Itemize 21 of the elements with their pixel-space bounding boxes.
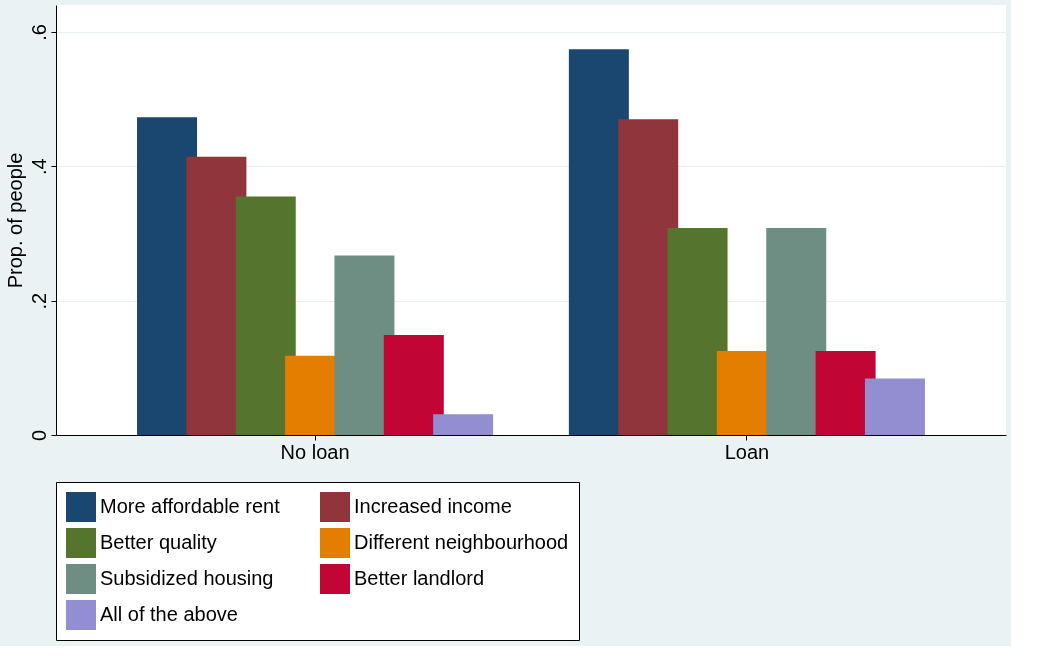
- y-tick-label: .4: [27, 158, 50, 176]
- bar: [334, 255, 395, 435]
- bar: [864, 378, 925, 435]
- y-tick-label: 0: [27, 429, 50, 442]
- legend-label: Better quality: [100, 531, 217, 553]
- bar: [235, 196, 296, 435]
- bar: [433, 414, 494, 435]
- y-tick-label: .6: [27, 24, 50, 41]
- legend-label: All of the above: [100, 603, 238, 625]
- legend-label: Better landlord: [354, 567, 485, 589]
- x-tick-label: Loan: [724, 440, 770, 463]
- bar: [383, 334, 444, 435]
- bar: [766, 228, 827, 435]
- y-tick-label: .2: [27, 292, 50, 310]
- legend-label: Different neighbourhood: [354, 531, 569, 553]
- x-tick-label: No loan: [280, 440, 350, 463]
- y-axis-title: Prop. of people: [3, 152, 26, 289]
- legend-label: More affordable rent: [100, 495, 281, 517]
- legend-label: Subsidized housing: [100, 567, 274, 589]
- bar: [667, 228, 728, 435]
- legend-label: Increased income: [354, 495, 512, 517]
